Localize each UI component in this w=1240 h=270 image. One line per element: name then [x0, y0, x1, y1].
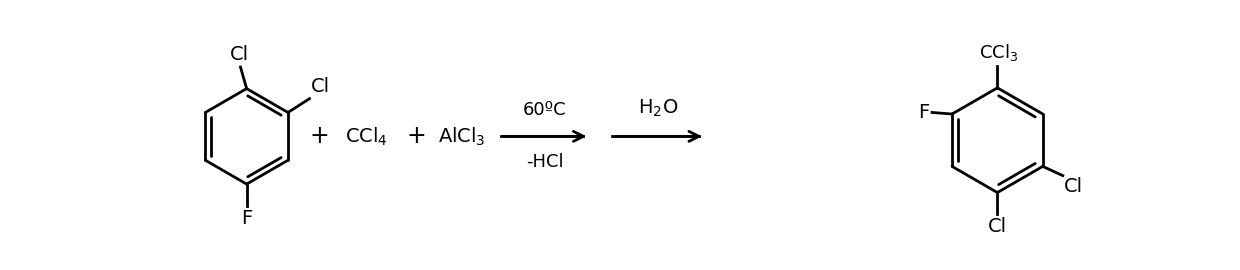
Text: F: F [241, 209, 252, 228]
Text: Cl: Cl [229, 45, 248, 64]
Text: 60ºC: 60ºC [523, 102, 567, 119]
Text: AlCl$_3$: AlCl$_3$ [439, 125, 486, 147]
Text: +: + [310, 124, 330, 148]
Text: F: F [919, 103, 930, 122]
Text: Cl: Cl [988, 217, 1007, 236]
Text: Cl: Cl [311, 76, 330, 96]
Text: H$_2$O: H$_2$O [639, 98, 678, 119]
Text: Cl: Cl [1064, 177, 1084, 196]
Text: CCl$_3$: CCl$_3$ [980, 42, 1018, 63]
Text: +: + [407, 124, 425, 148]
Text: -HCl: -HCl [526, 153, 564, 171]
Text: CCl$_4$: CCl$_4$ [345, 125, 387, 147]
